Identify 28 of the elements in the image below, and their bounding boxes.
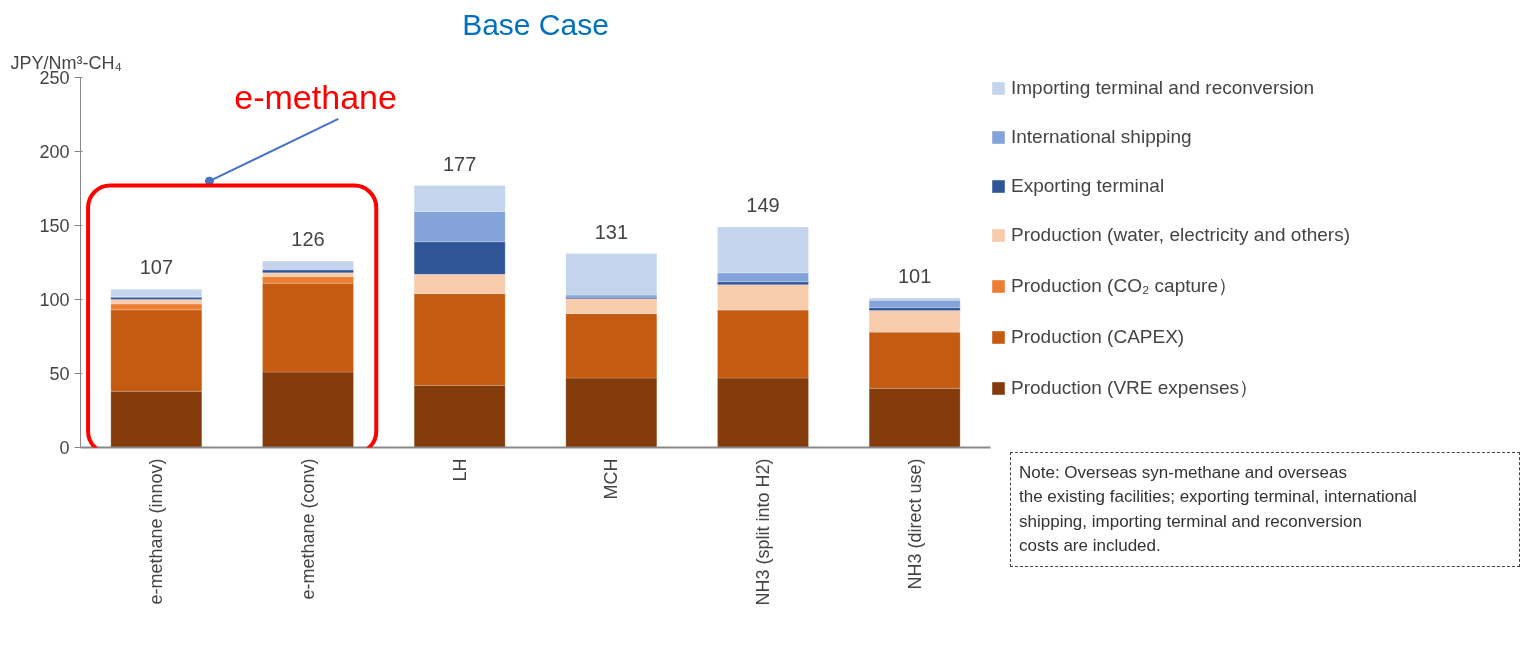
y-tick-label: 250 [39, 68, 70, 88]
legend-label: Production (water, electricity and others) [1011, 224, 1350, 246]
x-tick-label: e-methane (conv) [298, 458, 318, 600]
y-tick-label: 0 [59, 438, 70, 458]
x-tick-label: NH3 (split into H2) [753, 458, 773, 606]
annotation: e-methane [234, 77, 397, 116]
y-tick-label: 150 [39, 216, 70, 236]
total-label: 101 [897, 265, 932, 288]
legend-label: Production (VRE expenses） [1011, 376, 1259, 400]
y-tick-label: 100 [39, 290, 70, 310]
legend-label: Importing terminal and reconversion [1011, 77, 1315, 99]
legend-label: Exporting terminal [1011, 175, 1165, 197]
x-tick-label: MCH [601, 458, 622, 500]
legend-label: International shipping [1011, 126, 1192, 148]
total-label: 177 [442, 152, 477, 175]
y-tick-label: 50 [49, 364, 70, 384]
chart-title: Base Case [462, 7, 609, 41]
text: Note: Overseas syn-methane and overseas the existing facilities; exporting terminal, international shipping, importing terminal and reconversion costs are included. [1019, 462, 1417, 557]
total-label: 131 [594, 220, 629, 243]
legend-label: Production (CO₂ capture） [1011, 274, 1237, 298]
legend-label: Production (CAPEX) [1011, 326, 1185, 348]
x-tick-label: LH [449, 458, 470, 482]
y-tick-label: 200 [39, 142, 70, 162]
total-label: 126 [291, 228, 325, 251]
x-tick-label: NH3 (direct use) [904, 458, 925, 590]
x-tick-label: e-methane (innov) [146, 458, 167, 605]
total-label: 149 [746, 193, 780, 216]
total-label: 107 [139, 256, 174, 279]
